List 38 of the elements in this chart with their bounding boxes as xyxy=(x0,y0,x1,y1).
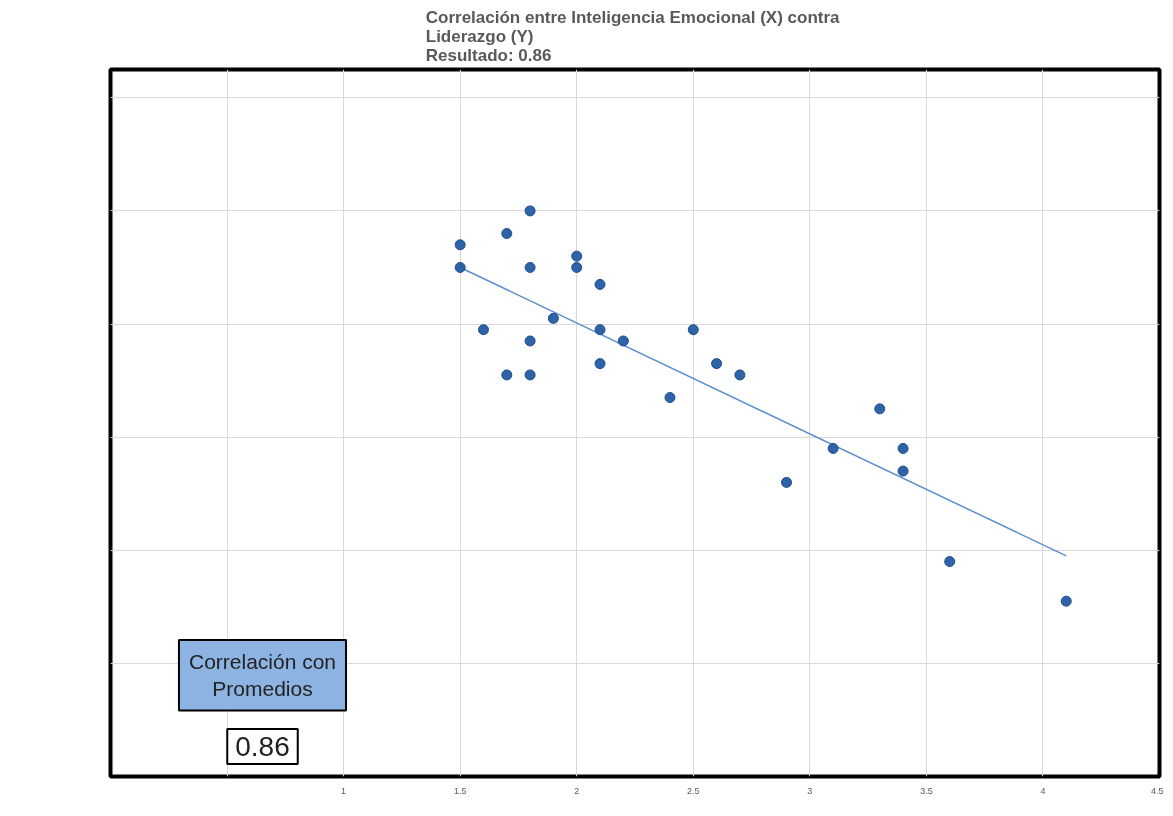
x-tick-label: 2 xyxy=(574,785,580,796)
x-tick-label: 3 xyxy=(807,785,813,796)
point xyxy=(617,335,629,347)
point xyxy=(594,358,606,370)
point xyxy=(454,239,466,251)
point xyxy=(734,369,746,381)
annotation: 0.86 xyxy=(235,731,290,762)
point xyxy=(944,556,956,568)
x-tick-label: 3.5 xyxy=(920,785,933,796)
point xyxy=(524,369,536,381)
x-tick-label: 4.5 xyxy=(1150,785,1164,796)
point xyxy=(594,324,606,336)
point xyxy=(687,324,699,336)
point xyxy=(524,335,536,347)
point xyxy=(571,250,583,262)
point xyxy=(827,442,839,454)
point xyxy=(1060,595,1072,607)
point xyxy=(664,392,676,404)
point xyxy=(594,278,606,290)
point xyxy=(501,369,513,381)
annotation: Correlación con Promedios xyxy=(188,649,337,701)
x-tick-label: 1 xyxy=(341,785,347,796)
point xyxy=(501,228,513,240)
point xyxy=(897,465,909,477)
point xyxy=(454,261,466,273)
x-tick-label: 2.5 xyxy=(687,785,700,796)
x-tick-label: 4 xyxy=(1040,785,1046,796)
point xyxy=(571,261,583,273)
point xyxy=(524,205,536,217)
x-tick-label: 1.5 xyxy=(453,785,467,796)
point xyxy=(781,476,793,488)
point xyxy=(524,261,536,273)
chart-title: Correlación entre Inteligencia Emocional (X) contra Liderazgo (Y) Resultado: 0.86 xyxy=(425,7,841,65)
point xyxy=(547,312,559,324)
point xyxy=(897,442,909,454)
point xyxy=(477,324,489,336)
point xyxy=(711,358,723,370)
point xyxy=(874,403,886,415)
